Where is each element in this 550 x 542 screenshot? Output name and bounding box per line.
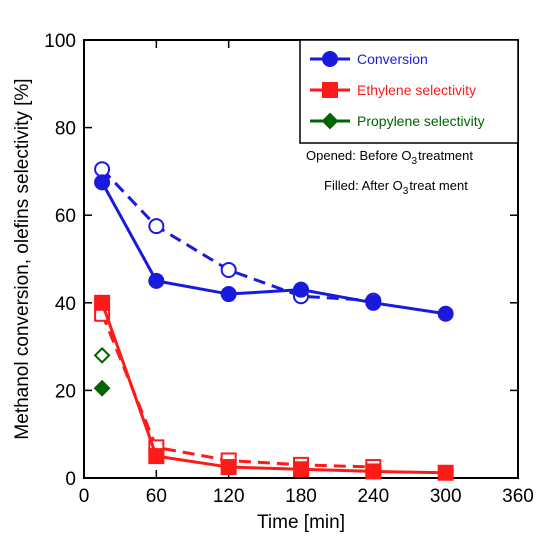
legend-marker <box>321 112 339 130</box>
series-line-after <box>100 181 446 316</box>
y-tick-label: 100 <box>44 31 76 52</box>
data-point-before <box>220 261 237 278</box>
legend-label: Propylene selectivity <box>357 113 485 129</box>
series-1 <box>94 161 454 322</box>
data-point-after <box>148 448 165 465</box>
legend: Conversion Ethylene selectivity Propylene … <box>299 39 519 144</box>
data-point-after <box>437 305 454 322</box>
series-3 <box>93 346 111 397</box>
series-line-after <box>100 302 446 475</box>
data-point-after <box>293 281 309 298</box>
series-line-before <box>100 313 374 469</box>
x-axis-label: Time [min] <box>257 512 345 533</box>
legend-label: Conversion <box>357 51 428 67</box>
legend-item: Ethylene selectivity <box>310 82 476 98</box>
data-point-after <box>293 461 309 478</box>
axis-ticks: 0 60 120 180 240 300 360 0 20 40 60 80 100 <box>44 31 534 507</box>
annotations: Opened: Before O3treatment Filled: After… <box>306 148 473 197</box>
data-point-after <box>93 379 111 397</box>
y-tick-label: 40 <box>55 294 76 315</box>
data-point-after <box>437 464 454 481</box>
data-point-after <box>365 463 382 480</box>
legend-item: Propylene selectivity <box>310 112 485 130</box>
data-point-before <box>94 161 111 178</box>
x-tick-label: 360 <box>502 486 534 507</box>
legend-marker <box>322 82 338 98</box>
x-tick-label: 0 <box>79 486 90 507</box>
x-tick-label: 60 <box>146 486 167 507</box>
x-tick-label: 120 <box>213 486 245 507</box>
y-axis-label: Methanol conversion, olefins selectivity… <box>12 78 33 439</box>
x-tick-label: 240 <box>357 486 389 507</box>
data-point-before <box>93 346 111 364</box>
data-point-after <box>365 294 382 311</box>
x-tick-label: 180 <box>285 486 317 507</box>
y-tick-label: 60 <box>55 206 76 227</box>
legend-label: Ethylene selectivity <box>357 82 476 98</box>
y-tick-label: 0 <box>65 469 76 490</box>
legend-marker <box>322 51 338 67</box>
annotation-filled: Filled: After O3treat ment <box>324 178 468 197</box>
data-point-after <box>220 459 237 476</box>
legend-item: Conversion <box>310 51 428 67</box>
data-point-after <box>148 272 165 289</box>
x-tick-label: 300 <box>430 486 462 507</box>
series-2 <box>94 294 454 481</box>
data-point-after <box>94 174 111 191</box>
data-point-after <box>220 286 237 303</box>
data-point-before <box>148 218 165 235</box>
data-point-after <box>94 294 111 311</box>
y-tick-label: 20 <box>55 381 76 402</box>
annotation-opened: Opened: Before O3treatment <box>306 148 473 167</box>
series-layer <box>93 161 454 481</box>
y-tick-label: 80 <box>55 119 76 140</box>
